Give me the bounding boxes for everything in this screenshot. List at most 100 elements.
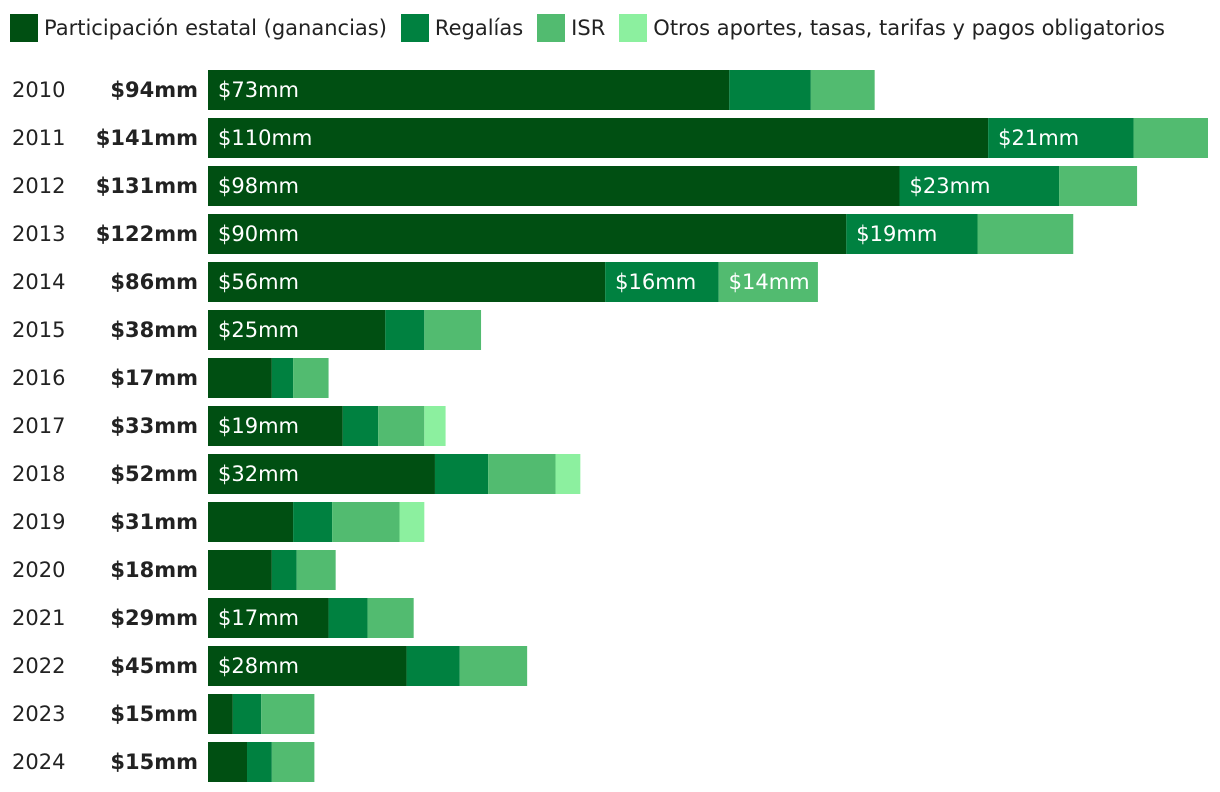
data-label-2013-series-1: $19mm	[856, 222, 937, 246]
legend-item-isr: ISR	[537, 14, 605, 42]
bar-segment-2014-series-2	[718, 262, 818, 302]
legend-item-otros: Otros aportes, tasas, tarifas y pagos ob…	[619, 14, 1165, 42]
bar-segment-2022-series-2	[459, 646, 528, 686]
legend-label-otros: Otros aportes, tasas, tarifas y pagos ob…	[653, 16, 1165, 40]
total-label-2019: $31mm	[110, 510, 198, 534]
year-label-2019: 2019	[12, 510, 65, 534]
legend-label-regalias: Regalías	[434, 16, 524, 40]
bar-segment-2019-series-2	[332, 502, 400, 542]
total-label-2014: $86mm	[110, 270, 198, 294]
bar-segment-2020-series-0	[208, 550, 272, 590]
bar-segment-2011-series-1	[988, 118, 1134, 158]
bar-segment-2013-series-1	[846, 214, 978, 254]
year-label-2011: 2011	[12, 126, 65, 150]
total-label-2016: $17mm	[110, 366, 198, 390]
year-label-2021: 2021	[12, 606, 65, 630]
bar-segment-2013-series-2	[977, 214, 1074, 254]
bar-segment-2018-series-0	[208, 454, 435, 494]
total-label-2021: $29mm	[110, 606, 198, 630]
total-label-2023: $15mm	[110, 702, 198, 726]
year-label-2016: 2016	[12, 366, 65, 390]
data-label-2022-series-0: $28mm	[218, 654, 299, 678]
bar-segment-2014-series-1	[605, 262, 719, 302]
total-label-2015: $38mm	[110, 318, 198, 342]
total-label-2018: $52mm	[110, 462, 198, 486]
bar-segment-2010-series-0	[208, 70, 730, 110]
data-label-2015-series-0: $25mm	[218, 318, 299, 342]
data-label-2013-series-0: $90mm	[218, 222, 299, 246]
bar-segment-2017-series-0	[208, 406, 343, 446]
total-label-2022: $45mm	[110, 654, 198, 678]
year-label-2020: 2020	[12, 558, 65, 582]
year-label-2022: 2022	[12, 654, 65, 678]
bar-segment-2021-series-1	[328, 598, 368, 638]
data-label-2012-series-0: $98mm	[218, 174, 299, 198]
legend: Participación estatal (ganancias) Regalí…	[10, 12, 1179, 44]
bar-segment-2016-series-2	[293, 358, 329, 398]
legend-swatch-isr	[537, 14, 566, 42]
bar-segment-2019-series-1	[293, 502, 333, 542]
year-label-2023: 2023	[12, 702, 65, 726]
bar-segment-2017-series-2	[378, 406, 425, 446]
total-label-2012: $131mm	[96, 174, 198, 198]
bar-segment-2022-series-0	[208, 646, 407, 686]
total-label-2010: $94mm	[110, 78, 198, 102]
total-label-2011: $141mm	[96, 126, 198, 150]
bar-segment-2020-series-1	[271, 550, 297, 590]
total-label-2013: $122mm	[96, 222, 198, 246]
bar-segment-2015-series-0	[208, 310, 386, 350]
data-label-2011-series-1: $21mm	[998, 126, 1079, 150]
bar-segment-2024-series-1	[247, 742, 272, 782]
bar-segment-2023-series-2	[261, 694, 315, 734]
legend-label-isr: ISR	[571, 16, 606, 40]
year-label-2010: 2010	[12, 78, 65, 102]
bar-segment-2019-series-0	[208, 502, 294, 542]
data-label-2021-series-0: $17mm	[218, 606, 299, 630]
bar-segment-2023-series-0	[208, 694, 233, 734]
year-label-2024: 2024	[12, 750, 65, 774]
bar-segment-2018-series-3	[555, 454, 581, 494]
bar-segment-2016-series-1	[271, 358, 294, 398]
bar-segment-2021-series-2	[367, 598, 414, 638]
legend-swatch-otros	[619, 14, 648, 42]
bar-segment-2011-series-2	[1133, 118, 1208, 158]
bar-segment-2017-series-1	[342, 406, 379, 446]
bar-segment-2016-series-0	[208, 358, 272, 398]
bar-segment-2014-series-0	[208, 262, 606, 302]
data-label-2010-series-0: $73mm	[218, 78, 299, 102]
bar-segment-2018-series-2	[488, 454, 556, 494]
bar-segment-2018-series-1	[434, 454, 489, 494]
year-label-2017: 2017	[12, 414, 65, 438]
legend-swatch-regalias	[400, 14, 429, 42]
bar-segment-2013-series-0	[208, 214, 847, 254]
bar-segment-2011-series-0	[208, 118, 989, 158]
total-label-2024: $15mm	[110, 750, 198, 774]
total-label-2020: $18mm	[110, 558, 198, 582]
legend-item-participacion: Participación estatal (ganancias)	[10, 14, 387, 42]
bar-segment-2012-series-2	[1059, 166, 1138, 206]
data-label-2018-series-0: $32mm	[218, 462, 299, 486]
legend-swatch-participacion	[10, 14, 38, 42]
bar-segment-2010-series-1	[729, 70, 811, 110]
data-label-2012-series-1: $23mm	[909, 174, 990, 198]
legend-item-regalias: Regalías	[400, 14, 524, 42]
bar-segment-2015-series-1	[385, 310, 425, 350]
bar-segment-2019-series-3	[399, 502, 425, 542]
year-label-2012: 2012	[12, 174, 65, 198]
data-label-2011-series-0: $110mm	[218, 126, 312, 150]
data-label-2017-series-0: $19mm	[218, 414, 299, 438]
data-label-2014-series-0: $56mm	[218, 270, 299, 294]
bar-segment-2020-series-2	[296, 550, 336, 590]
year-label-2015: 2015	[12, 318, 65, 342]
data-label-2014-series-1: $16mm	[615, 270, 696, 294]
bar-segment-2022-series-1	[406, 646, 460, 686]
total-label-2017: $33mm	[110, 414, 198, 438]
data-label-2014-series-2: $14mm	[729, 270, 810, 294]
bar-segment-2012-series-1	[899, 166, 1060, 206]
year-label-2018: 2018	[12, 462, 65, 486]
bar-segment-2021-series-0	[208, 598, 329, 638]
bar-segment-2023-series-1	[232, 694, 262, 734]
bar-segment-2015-series-2	[424, 310, 482, 350]
bar-segment-2024-series-2	[271, 742, 315, 782]
